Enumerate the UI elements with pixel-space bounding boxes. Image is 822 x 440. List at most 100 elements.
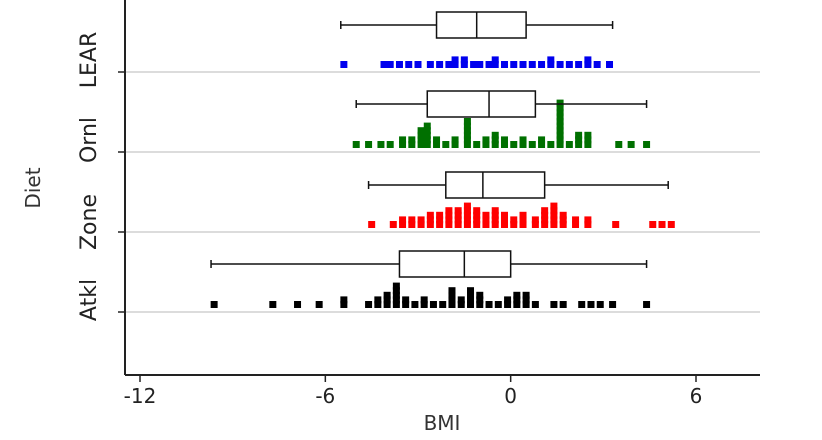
data-point [383, 296, 391, 304]
data-point [426, 216, 434, 224]
data-point [491, 211, 499, 219]
data-point [395, 61, 403, 68]
data-point [500, 141, 508, 148]
data-point [374, 301, 382, 308]
data-point [399, 216, 407, 224]
data-point [451, 61, 459, 68]
data-point [467, 287, 475, 295]
data-point [587, 301, 595, 308]
axes: -12 -6 0 6 [118, 0, 760, 408]
data-point [556, 122, 564, 130]
data-point [417, 127, 425, 135]
data-point [315, 301, 323, 308]
data-point [408, 136, 416, 144]
data-point [482, 211, 490, 219]
data-point [550, 202, 558, 210]
data-point [365, 141, 373, 148]
data-point [559, 301, 567, 308]
data-point [417, 221, 425, 228]
data-point [402, 296, 410, 304]
data-point [467, 296, 475, 304]
iqr-box [435, 11, 527, 39]
data-point [454, 207, 462, 215]
x-axis-title: BMI [424, 411, 461, 435]
data-point [541, 207, 549, 215]
data-point [584, 56, 592, 64]
data-point [473, 141, 481, 148]
data-point [578, 301, 586, 308]
data-point [445, 216, 453, 224]
grid-lines [125, 71, 760, 313]
data-points [210, 56, 675, 308]
data-point [513, 291, 521, 299]
data-point [417, 216, 425, 224]
data-point [500, 216, 508, 224]
data-point [392, 282, 400, 290]
data-point [541, 211, 549, 219]
data-point [556, 118, 564, 125]
data-point [494, 301, 502, 308]
data-point [460, 61, 468, 68]
data-point [491, 136, 499, 144]
data-point [491, 131, 499, 139]
data-point [519, 136, 527, 144]
data-point [584, 141, 592, 148]
data-point [491, 216, 499, 224]
y-tick-label: Atkl [77, 279, 102, 321]
data-point [392, 296, 400, 304]
data-point [423, 131, 431, 139]
data-point [436, 221, 444, 228]
data-point [596, 301, 604, 308]
data-point [643, 141, 651, 148]
data-point [476, 301, 484, 308]
data-point [473, 216, 481, 224]
data-point [556, 113, 564, 121]
data-point [615, 141, 623, 148]
data-point [405, 61, 413, 68]
data-point [408, 221, 416, 228]
data-point [500, 61, 508, 68]
data-point [519, 216, 527, 224]
data-point [500, 211, 508, 219]
data-point [454, 221, 462, 228]
data-point [463, 141, 471, 148]
data-point [476, 61, 484, 68]
data-point [565, 61, 573, 68]
data-point [575, 141, 583, 148]
data-point [572, 216, 580, 224]
data-point [423, 127, 431, 135]
data-point [500, 221, 508, 228]
data-point [392, 291, 400, 299]
data-point [491, 141, 499, 148]
data-point [402, 301, 410, 308]
data-point [491, 221, 499, 228]
iqr-box [445, 171, 546, 199]
data-point [436, 61, 444, 68]
data-point [414, 61, 422, 68]
data-point [485, 61, 493, 68]
data-point [457, 301, 465, 308]
data-point [541, 221, 549, 228]
data-point [519, 141, 527, 148]
data-point [649, 221, 657, 228]
data-point [463, 221, 471, 228]
box-plot [367, 171, 669, 199]
data-point [417, 131, 425, 139]
data-point [448, 287, 456, 295]
iqr-box [398, 250, 512, 278]
data-point [399, 221, 407, 228]
data-point [426, 221, 434, 228]
data-point [352, 141, 360, 148]
data-point [467, 291, 475, 299]
data-point [584, 61, 592, 68]
data-point [436, 211, 444, 219]
data-point [417, 141, 425, 148]
data-point [575, 61, 583, 68]
data-point [559, 211, 567, 219]
data-point [606, 61, 614, 68]
data-point [538, 141, 546, 148]
data-point [658, 221, 666, 228]
data-point [399, 141, 407, 148]
data-point [556, 141, 564, 148]
data-point [210, 301, 218, 308]
